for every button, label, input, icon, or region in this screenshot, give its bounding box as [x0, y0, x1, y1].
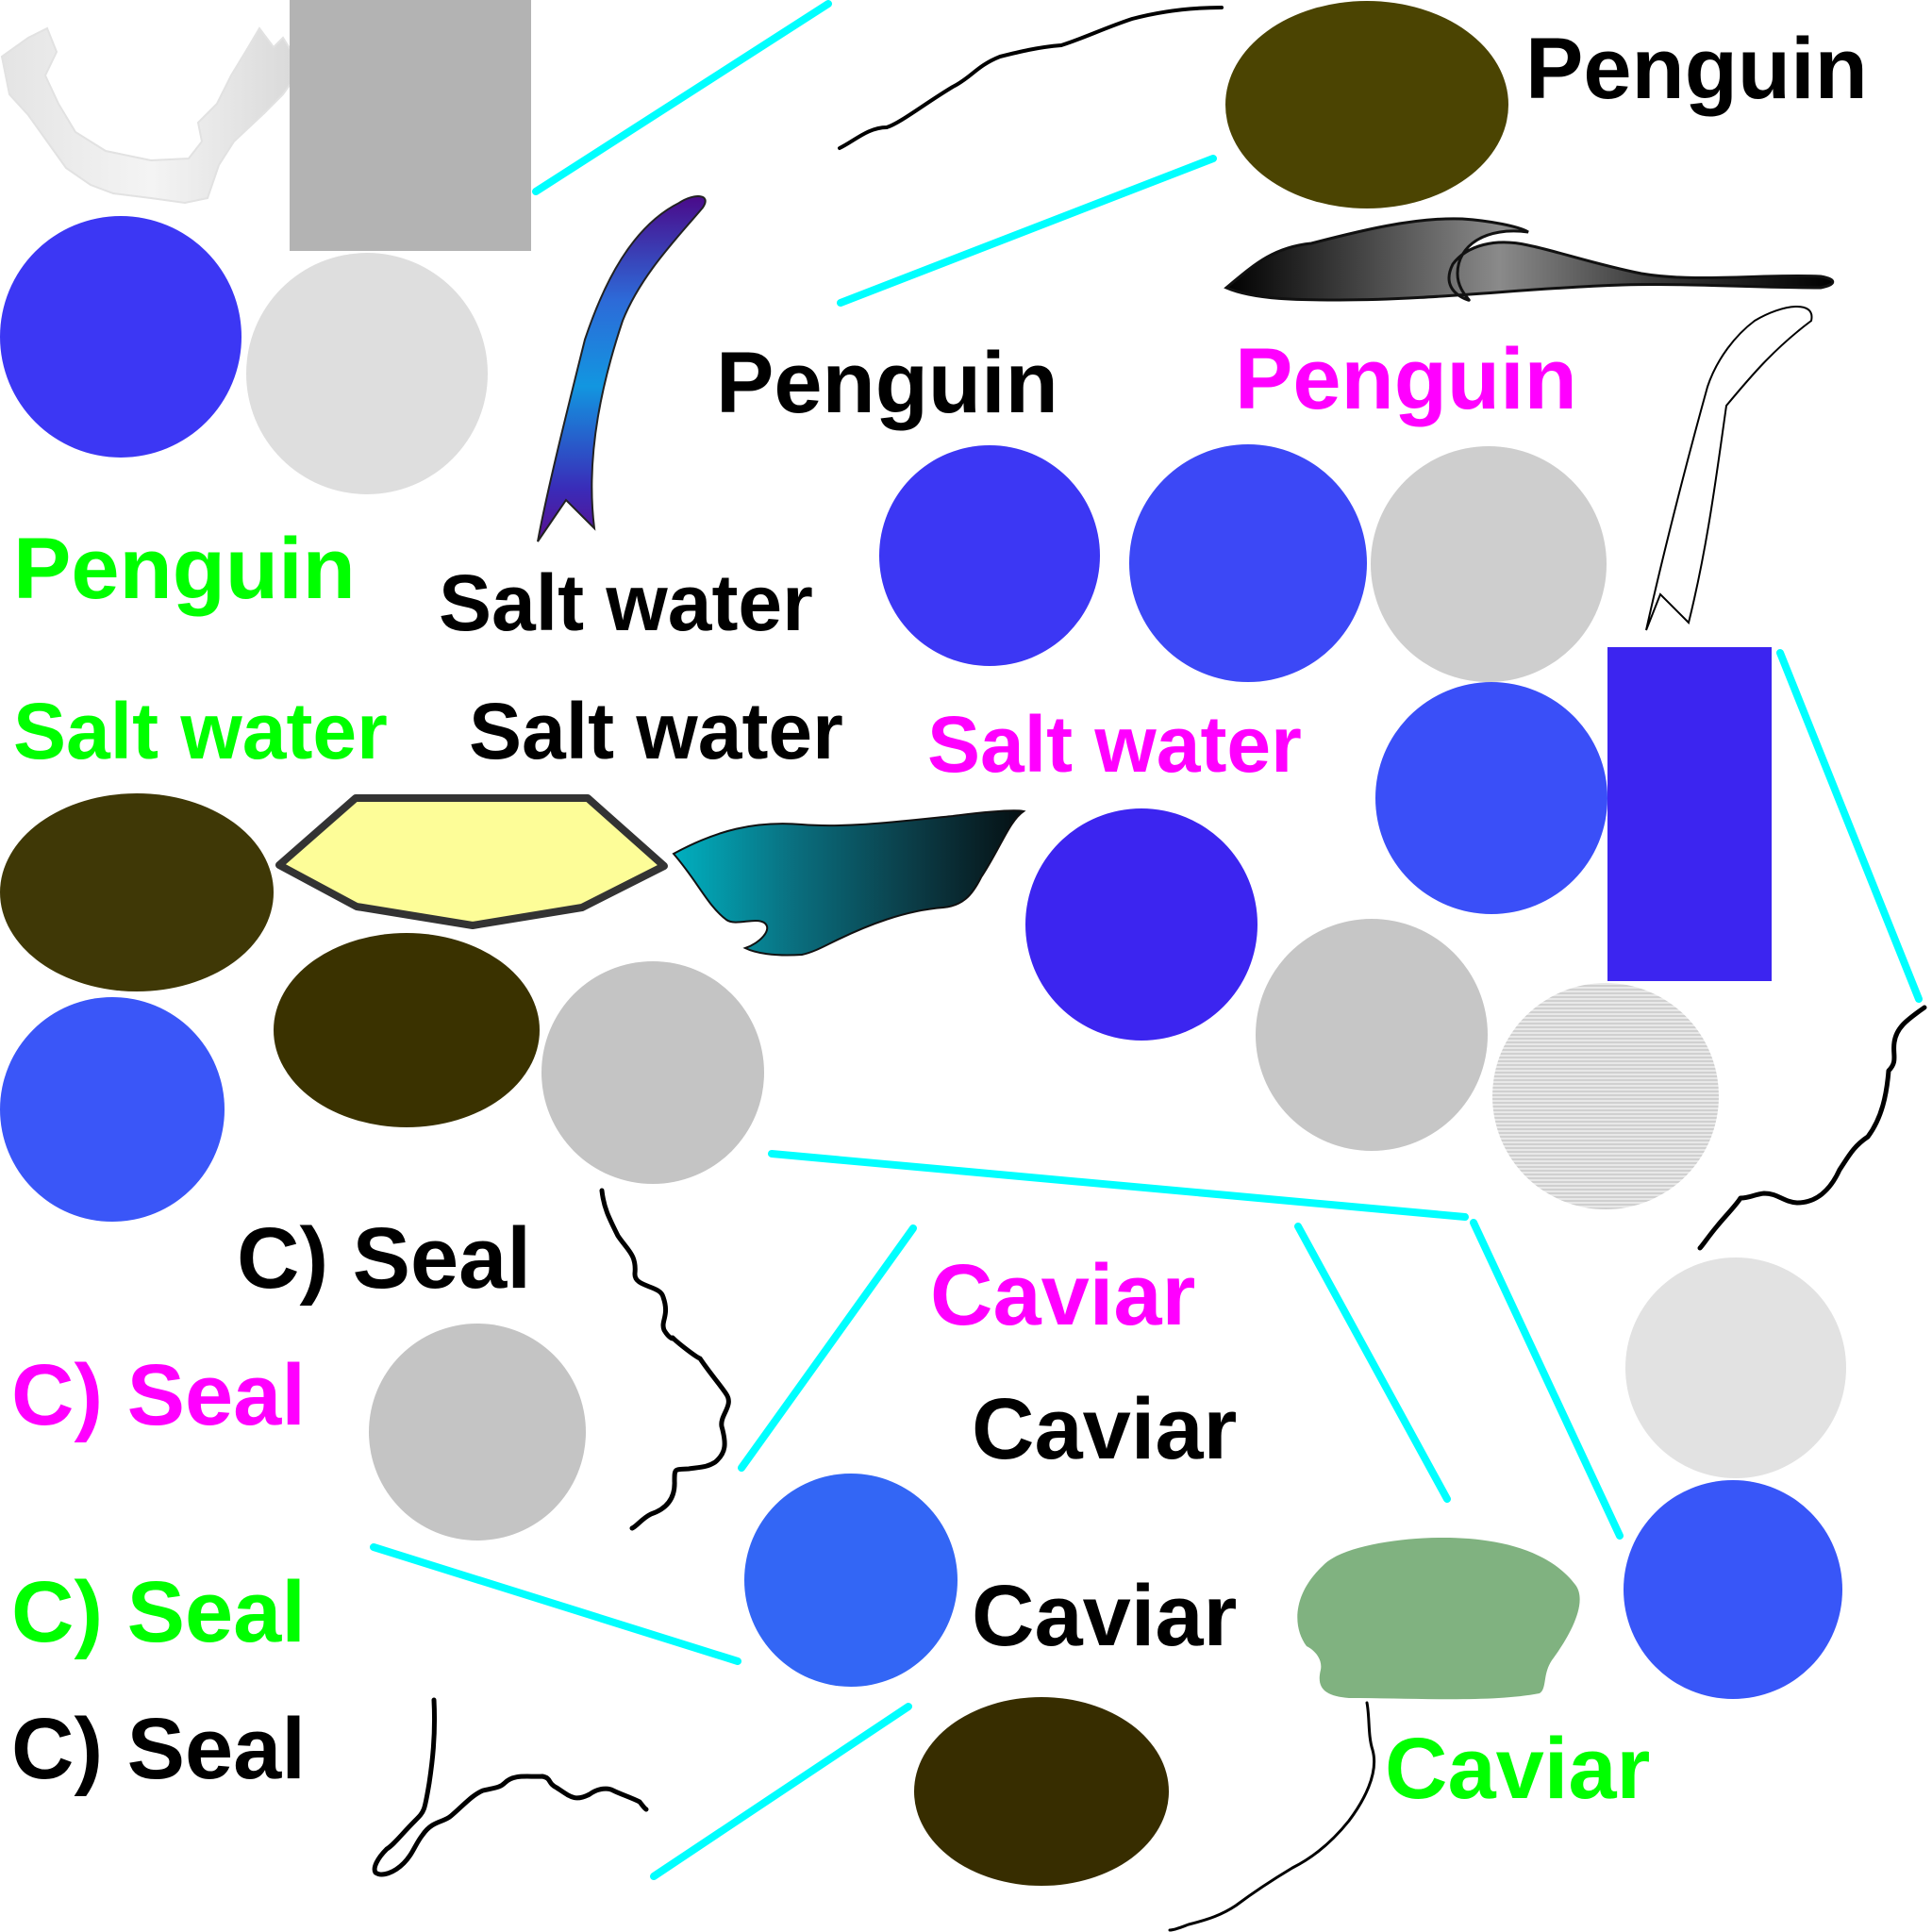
- purple-blue-circle: [1025, 808, 1257, 1041]
- striped-grey-circle: [1492, 983, 1719, 1209]
- connector-line: [837, 155, 1217, 307]
- label-seal: C) Seal: [11, 1701, 306, 1797]
- squiggle-line: [1168, 1701, 1376, 1932]
- connector-line: [1470, 1219, 1624, 1540]
- purple-blue-circle: [879, 445, 1100, 666]
- squiggle-line: [372, 1697, 649, 1877]
- connector-line: [532, 0, 832, 195]
- label-seal: C) Seal: [11, 1564, 306, 1660]
- dark-wing-shape: [1224, 217, 1835, 302]
- connector-line: [768, 1150, 1469, 1221]
- label-caviar: Caviar: [972, 1381, 1237, 1477]
- teal-wing-shape: [672, 809, 1026, 957]
- squiggle-line: [599, 1188, 731, 1531]
- label-salt-water: Salt water: [927, 700, 1302, 789]
- purple-blue-rectangle: [1607, 647, 1772, 981]
- connector-line: [1294, 1223, 1451, 1503]
- label-penguin: Penguin: [13, 521, 356, 617]
- grey-circle: [369, 1324, 586, 1541]
- label-penguin: Penguin: [1525, 21, 1868, 117]
- label-penguin: Penguin: [1235, 331, 1577, 427]
- olive-ellipse: [274, 933, 540, 1127]
- label-salt-water: Salt water: [439, 558, 813, 647]
- royal-blue-circle: [1129, 444, 1367, 682]
- label-caviar: Caviar: [972, 1568, 1237, 1664]
- grey-square: [290, 0, 531, 251]
- label-salt-water: Salt water: [13, 687, 388, 775]
- label-seal: C) Seal: [237, 1210, 531, 1307]
- label-seal: C) Seal: [11, 1347, 306, 1443]
- label-salt-water: Salt water: [469, 687, 843, 775]
- squiggle-line: [838, 6, 1224, 150]
- connector-line: [1776, 649, 1923, 1003]
- grey-circle: [541, 961, 764, 1184]
- connector-line: [650, 1703, 912, 1880]
- grey-circle: [1256, 919, 1488, 1151]
- white-feather-outline: [1645, 306, 1813, 631]
- royal-blue-circle: [1624, 1480, 1842, 1699]
- sage-blob: [1297, 1538, 1580, 1700]
- light-grey-circle: [246, 253, 488, 494]
- light-grey-circle: [1371, 446, 1607, 682]
- label-penguin: Penguin: [716, 335, 1058, 431]
- blue-feather-shape: [537, 195, 707, 542]
- olive-ellipse: [0, 793, 274, 991]
- squiggle-line: [1697, 1005, 1927, 1251]
- connector-line: [738, 1224, 917, 1472]
- royal-blue-circle: [0, 997, 225, 1222]
- label-caviar: Caviar: [1385, 1721, 1650, 1817]
- purple-blue-circle: [0, 216, 242, 458]
- royal-blue-circle: [1375, 682, 1607, 914]
- connector-line: [370, 1543, 741, 1665]
- label-caviar: Caviar: [930, 1247, 1195, 1343]
- light-grey-circle: [1625, 1257, 1846, 1478]
- olive-ellipse: [914, 1697, 1169, 1886]
- yellow-hexagon: [275, 794, 668, 929]
- bright-blue-circle: [744, 1474, 958, 1687]
- crumpled-paper-shape: [0, 26, 304, 205]
- olive-ellipse: [1225, 1, 1508, 208]
